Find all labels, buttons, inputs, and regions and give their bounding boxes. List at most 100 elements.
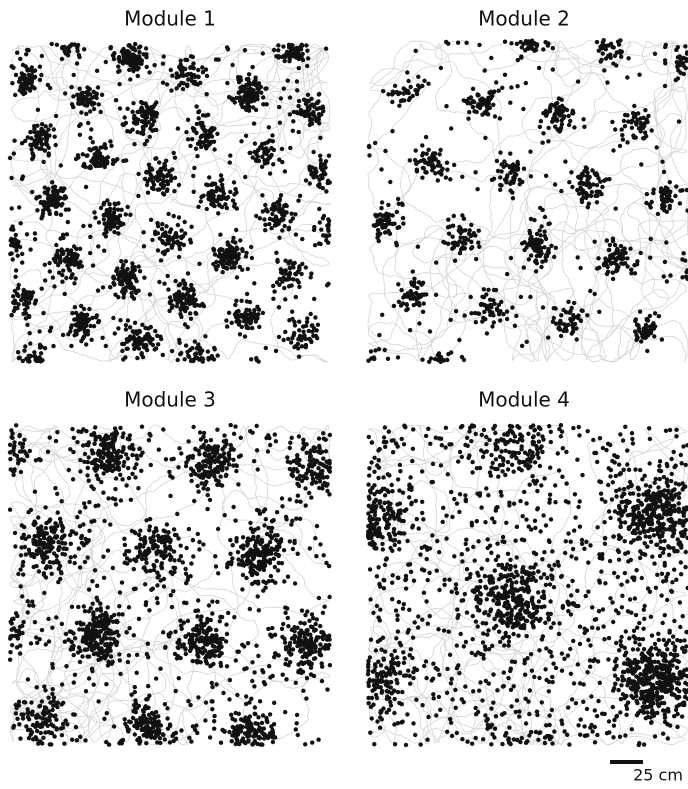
spike bbox=[191, 61, 196, 66]
spike bbox=[79, 110, 84, 115]
spike bbox=[291, 109, 296, 115]
spike bbox=[223, 202, 228, 207]
spike bbox=[108, 285, 113, 290]
spike bbox=[144, 569, 149, 574]
spike bbox=[252, 739, 257, 744]
spike bbox=[101, 471, 106, 476]
spike bbox=[20, 295, 26, 300]
spike bbox=[51, 703, 56, 708]
spike bbox=[29, 136, 34, 141]
spike bbox=[304, 676, 310, 681]
spike bbox=[118, 454, 124, 459]
spike bbox=[551, 315, 556, 321]
spike bbox=[39, 344, 44, 349]
spike bbox=[483, 135, 488, 141]
spike bbox=[103, 227, 109, 232]
spike bbox=[252, 308, 257, 313]
spike bbox=[619, 261, 624, 266]
spike bbox=[647, 313, 653, 319]
spike bbox=[504, 316, 510, 322]
spike bbox=[126, 465, 131, 471]
spike bbox=[211, 261, 216, 267]
spike bbox=[247, 312, 253, 317]
spike bbox=[207, 625, 212, 631]
panel bbox=[366, 38, 688, 364]
spike bbox=[100, 449, 105, 454]
spike bbox=[127, 67, 132, 73]
spike bbox=[528, 294, 533, 300]
spike bbox=[118, 222, 124, 227]
spike bbox=[155, 333, 160, 338]
spike bbox=[305, 628, 310, 633]
spike bbox=[92, 441, 97, 446]
spike bbox=[185, 117, 191, 123]
spike bbox=[153, 709, 159, 715]
spike bbox=[67, 629, 73, 634]
spike bbox=[247, 93, 252, 98]
spike bbox=[38, 730, 43, 736]
spike bbox=[326, 153, 332, 158]
spike bbox=[51, 127, 56, 132]
spike bbox=[193, 471, 198, 477]
spike bbox=[444, 160, 450, 165]
spike bbox=[132, 732, 137, 737]
spike bbox=[84, 342, 89, 347]
spike bbox=[206, 357, 211, 362]
spike bbox=[213, 633, 219, 638]
spike bbox=[216, 57, 221, 62]
spike bbox=[29, 73, 34, 78]
spike bbox=[23, 307, 28, 312]
spike bbox=[251, 534, 256, 540]
spike bbox=[210, 127, 216, 132]
spike bbox=[50, 707, 55, 713]
spike bbox=[256, 87, 261, 92]
spike bbox=[194, 104, 199, 109]
spike bbox=[116, 55, 122, 60]
spike bbox=[135, 329, 141, 334]
spike bbox=[179, 228, 184, 233]
spike bbox=[236, 80, 242, 85]
spike bbox=[50, 180, 55, 185]
spike bbox=[281, 44, 286, 49]
spike bbox=[662, 58, 668, 63]
spike bbox=[283, 297, 288, 302]
spike bbox=[421, 301, 426, 306]
spike bbox=[88, 250, 93, 256]
spike bbox=[135, 73, 140, 79]
spike bbox=[237, 264, 242, 270]
spike bbox=[75, 48, 80, 54]
spike bbox=[72, 672, 78, 677]
spike bbox=[677, 201, 683, 206]
spike bbox=[253, 570, 258, 575]
spike bbox=[61, 700, 66, 705]
spike bbox=[452, 258, 458, 263]
spike bbox=[190, 137, 195, 142]
spike bbox=[39, 137, 44, 142]
spike bbox=[176, 465, 181, 470]
spike bbox=[211, 357, 217, 362]
spike bbox=[305, 316, 310, 321]
spike bbox=[550, 67, 555, 72]
spike bbox=[231, 235, 236, 241]
spike bbox=[203, 334, 208, 339]
spike bbox=[417, 321, 422, 326]
spike bbox=[18, 84, 23, 89]
spike bbox=[237, 332, 243, 337]
spike bbox=[61, 196, 67, 201]
spike bbox=[625, 113, 630, 118]
spike bbox=[493, 287, 499, 293]
spike bbox=[260, 141, 265, 147]
spike bbox=[48, 123, 53, 128]
spike bbox=[421, 166, 426, 171]
spike bbox=[150, 342, 156, 348]
spike bbox=[447, 224, 453, 229]
spike bbox=[518, 294, 524, 300]
spike bbox=[244, 291, 250, 297]
spike bbox=[246, 88, 252, 94]
spike bbox=[299, 112, 304, 117]
spike bbox=[67, 559, 73, 564]
spike bbox=[11, 445, 17, 450]
spike bbox=[203, 655, 208, 661]
spike bbox=[245, 266, 250, 272]
spike bbox=[290, 309, 295, 314]
